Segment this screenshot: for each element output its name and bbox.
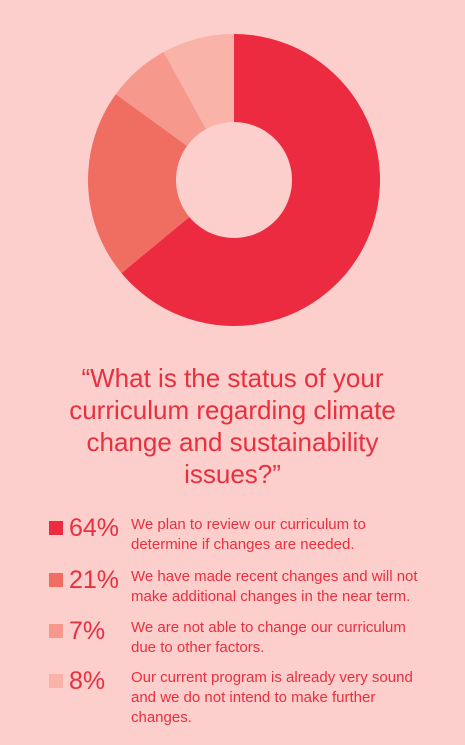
legend-description: We plan to review our curriculum to dete… <box>131 516 366 553</box>
legend-description: We have made recent changes and will not… <box>131 568 418 605</box>
legend-percent: 21% <box>69 566 120 594</box>
legend-description: We are not able to change our curriculum… <box>131 619 406 656</box>
legend-percent: 8% <box>69 667 106 695</box>
legend-description: Our current program is already very soun… <box>131 669 413 726</box>
donut-slice-3 <box>115 52 207 146</box>
legend-swatch <box>49 573 63 587</box>
donut-slice-2 <box>88 94 190 274</box>
legend-swatch <box>49 521 63 535</box>
legend-swatch <box>49 624 63 638</box>
legend-percent: 64% <box>69 514 120 542</box>
donut-slice-1 <box>121 34 380 327</box>
legend-percent: 7% <box>69 617 106 645</box>
donut-chart <box>88 34 380 327</box>
legend-swatch <box>49 674 63 688</box>
chart-question: “What is the status of your curriculum r… <box>69 363 396 489</box>
donut-slice-4 <box>163 34 234 130</box>
